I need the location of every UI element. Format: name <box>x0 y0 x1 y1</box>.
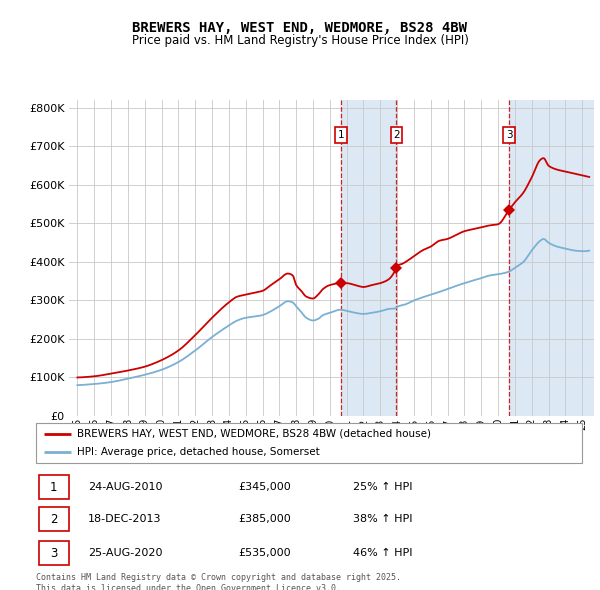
Text: 3: 3 <box>506 130 512 140</box>
Text: 24-AUG-2010: 24-AUG-2010 <box>88 482 163 492</box>
Text: 38% ↑ HPI: 38% ↑ HPI <box>353 514 412 524</box>
Text: 46% ↑ HPI: 46% ↑ HPI <box>353 548 412 558</box>
FancyBboxPatch shape <box>39 507 69 531</box>
Text: 18-DEC-2013: 18-DEC-2013 <box>88 514 161 524</box>
FancyBboxPatch shape <box>36 423 582 463</box>
Text: £345,000: £345,000 <box>238 482 291 492</box>
Text: Contains HM Land Registry data © Crown copyright and database right 2025.
This d: Contains HM Land Registry data © Crown c… <box>36 573 401 590</box>
Text: HPI: Average price, detached house, Somerset: HPI: Average price, detached house, Some… <box>77 447 320 457</box>
Text: 1: 1 <box>337 130 344 140</box>
Bar <box>509 100 599 416</box>
Text: BREWERS HAY, WEST END, WEDMORE, BS28 4BW (detached house): BREWERS HAY, WEST END, WEDMORE, BS28 4BW… <box>77 429 431 439</box>
Text: 25% ↑ HPI: 25% ↑ HPI <box>353 482 412 492</box>
Text: 2: 2 <box>50 513 58 526</box>
FancyBboxPatch shape <box>39 541 69 565</box>
FancyBboxPatch shape <box>39 475 69 499</box>
Text: 2: 2 <box>393 130 400 140</box>
Bar <box>341 100 397 416</box>
Text: 25-AUG-2020: 25-AUG-2020 <box>88 548 163 558</box>
Text: £385,000: £385,000 <box>238 514 291 524</box>
Text: £535,000: £535,000 <box>238 548 290 558</box>
Text: Price paid vs. HM Land Registry's House Price Index (HPI): Price paid vs. HM Land Registry's House … <box>131 34 469 47</box>
Text: BREWERS HAY, WEST END, WEDMORE, BS28 4BW: BREWERS HAY, WEST END, WEDMORE, BS28 4BW <box>133 21 467 35</box>
Text: 1: 1 <box>50 481 58 494</box>
Text: 3: 3 <box>50 547 58 560</box>
